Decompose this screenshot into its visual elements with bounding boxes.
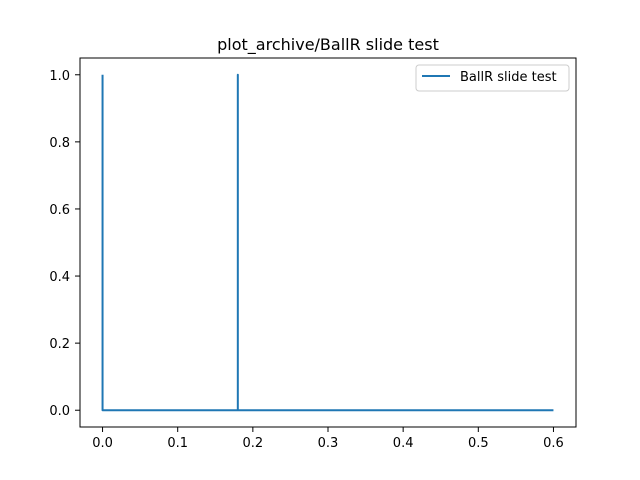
chart-title: plot_archive/BallR slide test — [217, 35, 439, 55]
x-tick-label: 0.0 — [92, 436, 113, 451]
series-layer — [101, 73, 554, 412]
plot-area-frame — [79, 57, 577, 428]
y-axis-ticks: 0.0 0.2 0.4 0.6 0.8 1.0 — [49, 69, 80, 419]
legend: BallR slide test — [415, 64, 570, 92]
x-tick-label: 0.6 — [543, 436, 564, 451]
y-tick-label: 0.2 — [49, 337, 70, 352]
x-tick-label: 0.2 — [243, 436, 264, 451]
legend-box — [415, 64, 570, 92]
series-line-0 — [101, 73, 554, 412]
y-tick-label: 0.4 — [49, 270, 70, 285]
x-tick-label: 0.3 — [318, 436, 339, 451]
y-tick-label: 0.6 — [49, 203, 70, 218]
legend-label-ballr-slide-test: BallR slide test — [460, 70, 557, 85]
x-axis-ticks: 0.0 0.1 0.2 0.3 0.4 0.5 0.6 — [92, 427, 564, 451]
y-tick-label: 1.0 — [49, 69, 70, 84]
y-tick-label: 0.0 — [49, 404, 70, 419]
x-tick-label: 0.1 — [167, 436, 188, 451]
x-tick-label: 0.4 — [393, 436, 414, 451]
y-tick-label: 0.8 — [49, 136, 70, 151]
x-tick-label: 0.5 — [468, 436, 489, 451]
